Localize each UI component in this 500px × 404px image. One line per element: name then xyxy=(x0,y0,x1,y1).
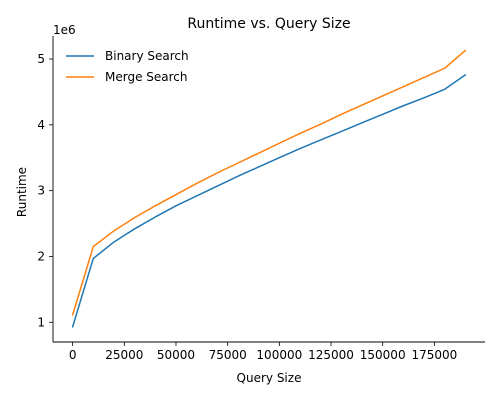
series-line-merge-search xyxy=(71,49,467,316)
x-tick-label: 100000 xyxy=(256,348,302,362)
y-tick-label: 4 xyxy=(37,118,45,132)
y-axis-ticks: 1 2 3 4 5 xyxy=(37,52,53,329)
legend-label: Binary Search xyxy=(105,49,189,63)
x-tick-label: 50000 xyxy=(157,348,195,362)
x-tick-label: 0 xyxy=(69,348,77,362)
y-axis-title: Runtime xyxy=(15,167,29,217)
x-tick-label: 125000 xyxy=(308,348,354,362)
x-tick-label: 175000 xyxy=(411,348,457,362)
legend-label: Merge Search xyxy=(105,70,188,84)
x-axis-title: Query Size xyxy=(237,371,302,385)
x-tick-label: 25000 xyxy=(105,348,143,362)
plot-lines xyxy=(71,49,467,328)
x-tick-label: 150000 xyxy=(360,348,406,362)
y-axis-offset-label: 1e6 xyxy=(53,23,76,37)
y-tick-label: 1 xyxy=(37,315,45,329)
x-axis-ticks: 0 25000 50000 75000 100000 125000 150000 175000 xyxy=(69,342,457,362)
y-tick-label: 5 xyxy=(37,52,45,66)
legend: Binary Search Merge Search xyxy=(66,49,189,84)
chart-title: Runtime vs. Query Size xyxy=(187,16,350,32)
y-tick-label: 2 xyxy=(37,249,45,263)
series-line-binary-search xyxy=(71,74,467,328)
x-tick-label: 75000 xyxy=(209,348,247,362)
y-tick-label: 3 xyxy=(37,184,45,198)
